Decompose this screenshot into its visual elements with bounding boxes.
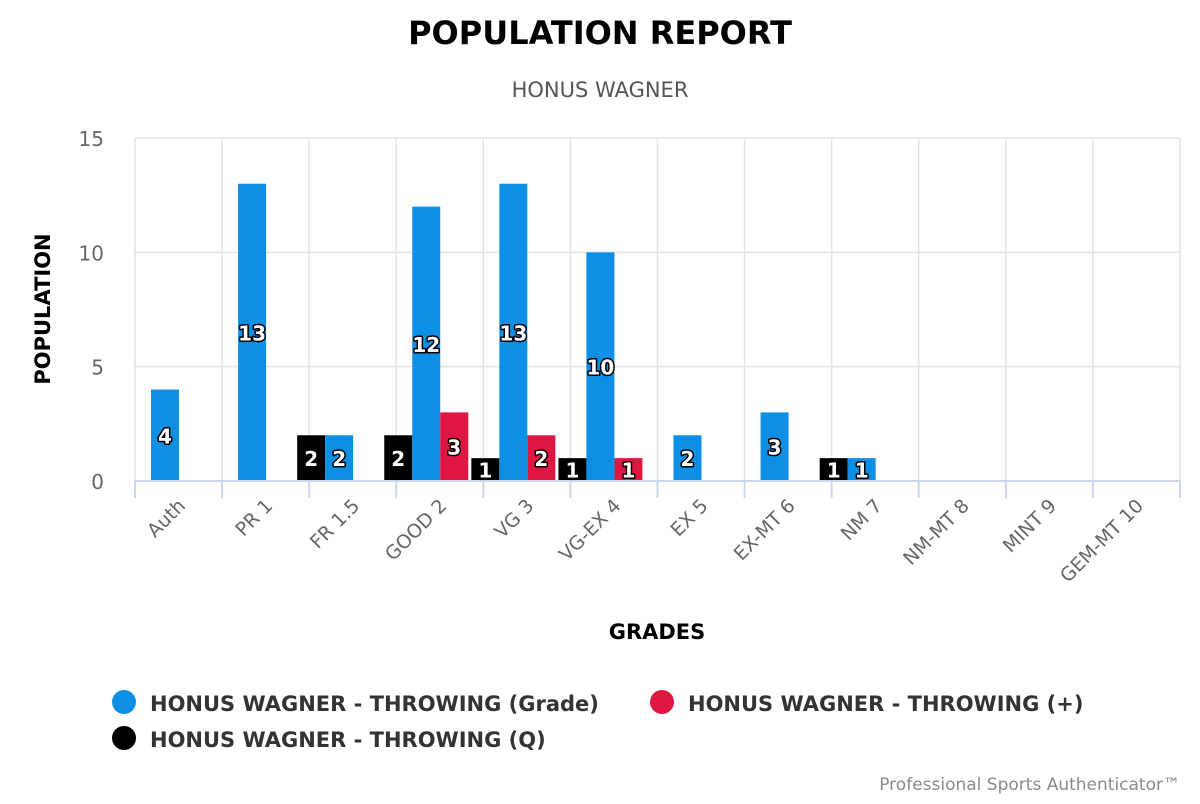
data-label: 1 [565, 459, 579, 483]
bar [151, 389, 179, 481]
data-label: 3 [768, 436, 782, 460]
legend-item[interactable]: HONUS WAGNER - THROWING (Q) [112, 726, 546, 752]
data-label: 4 [158, 424, 172, 448]
bar [819, 458, 848, 481]
x-tick-label: NM 7 [837, 495, 887, 545]
bar [760, 412, 789, 481]
data-label: 2 [304, 447, 318, 471]
x-tick-label: GEM-MT 10 [1056, 495, 1148, 587]
x-tick-label: EX-MT 6 [730, 495, 800, 565]
x-tick-label: MINT 9 [999, 495, 1061, 557]
legend-marker [112, 690, 136, 714]
x-tick-label: VG 3 [490, 495, 538, 543]
grid-layer [134, 137, 1181, 481]
y-tick-label: 0 [91, 470, 104, 494]
data-label: 10 [586, 356, 614, 380]
legend: HONUS WAGNER - THROWING (Grade) HONUS WAG… [112, 690, 1083, 752]
data-label: 1 [855, 459, 869, 483]
y-axis-title: POPULATION [31, 233, 55, 384]
bar [238, 183, 267, 481]
bar [471, 458, 500, 481]
bar [673, 435, 702, 481]
x-tick-label: VG-EX 4 [555, 495, 626, 566]
y-tick-label: 15 [79, 127, 104, 151]
bar [499, 183, 528, 481]
bar [297, 435, 326, 481]
bar [384, 435, 413, 481]
bar [586, 252, 615, 481]
x-tick-label: GOOD 2 [381, 495, 451, 565]
data-label: 1 [478, 459, 492, 483]
y-tick-label: 5 [91, 356, 104, 380]
legend-marker [650, 690, 674, 714]
data-label: 12 [412, 333, 440, 357]
bar [558, 458, 587, 481]
data-label: 13 [238, 321, 266, 345]
x-tick-label: Auth [143, 495, 190, 542]
data-label: 2 [681, 447, 695, 471]
data-label: 2 [391, 447, 405, 471]
legend-label: HONUS WAGNER - THROWING (Q) [150, 728, 546, 752]
credit-text[interactable]: Professional Sports Authenticator™ [879, 775, 1180, 795]
bar [440, 412, 469, 481]
data-label: 2 [332, 447, 346, 471]
legend-marker [112, 726, 136, 750]
bar [412, 206, 441, 481]
x-tick-label: PR 1 [231, 495, 277, 541]
bar [325, 435, 354, 481]
chart-subtitle: HONUS WAGNER [512, 78, 689, 102]
bar [614, 458, 643, 481]
chart-title: POPULATION REPORT [408, 14, 792, 52]
data-label: 13 [499, 321, 527, 345]
y-tick-label: 10 [79, 241, 104, 265]
data-label: 2 [534, 447, 548, 471]
legend-label: HONUS WAGNER - THROWING (+) [688, 692, 1083, 716]
bar [847, 458, 876, 481]
x-tick-label: EX 5 [667, 495, 713, 541]
legend-label: HONUS WAGNER - THROWING (Grade) [150, 692, 599, 716]
x-tick-label: NM-MT 8 [899, 495, 974, 570]
legend-item[interactable]: HONUS WAGNER - THROWING (Grade) [112, 690, 599, 716]
data-label: 3 [447, 436, 461, 460]
x-axis-title: GRADES [609, 620, 706, 644]
x-tick-label: FR 1.5 [306, 495, 364, 553]
legend-item[interactable]: HONUS WAGNER - THROWING (+) [650, 690, 1083, 716]
data-label: 1 [827, 459, 841, 483]
bar [527, 435, 556, 481]
data-label: 1 [621, 459, 635, 483]
